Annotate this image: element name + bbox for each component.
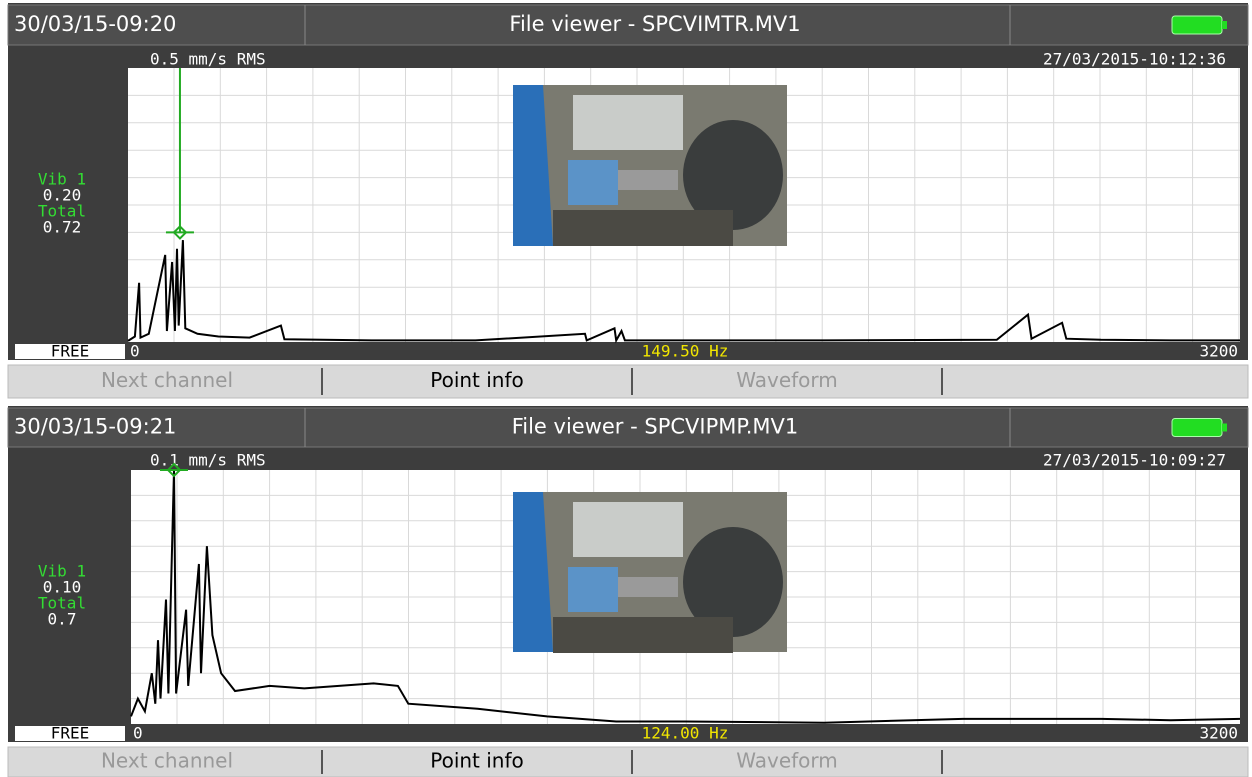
file-title: File viewer - SPCVIPMP.MV1	[512, 415, 799, 439]
softkey-button[interactable]: Waveform	[736, 368, 838, 392]
x-start: 0	[133, 724, 143, 743]
battery-icon	[1172, 419, 1222, 437]
photo-detail	[618, 577, 678, 597]
timestamp: 30/03/15-09:20	[14, 12, 176, 36]
photo-detail	[553, 617, 733, 653]
softkey-button[interactable]: Point info	[430, 749, 524, 773]
photo-detail	[568, 160, 618, 205]
x-end: 3200	[1199, 342, 1238, 361]
battery-tip	[1222, 21, 1227, 29]
battery-tip	[1222, 424, 1227, 432]
screen: 30/03/15-09:20 File viewer - SPCVIMTR.MV1…	[0, 0, 1252, 777]
softkey-button[interactable]: Waveform	[736, 749, 838, 773]
mode: FREE	[51, 724, 90, 743]
record-date: 27/03/2015-10:09:27	[1043, 451, 1226, 470]
softkey-button[interactable]: Point info	[430, 368, 524, 392]
photo-detail	[573, 502, 683, 557]
mode: FREE	[51, 342, 90, 361]
x-end: 3200	[1199, 724, 1238, 743]
cursor-frequency: 149.50 Hz	[642, 342, 729, 361]
x-start: 0	[130, 342, 140, 361]
timestamp: 30/03/15-09:21	[14, 415, 176, 439]
record-date: 27/03/2015-10:12:36	[1043, 50, 1226, 69]
scale-label: 0.1 mm/s RMS	[150, 451, 266, 470]
photo-detail	[618, 170, 678, 190]
photo-detail	[573, 95, 683, 150]
device-panel: 30/03/15-09:20 File viewer - SPCVIMTR.MV1…	[8, 3, 1248, 398]
battery-icon	[1172, 16, 1222, 34]
photo-detail	[553, 210, 733, 246]
softkey-button[interactable]: Next channel	[101, 749, 233, 773]
total-value: 0.72	[43, 218, 82, 237]
cursor-frequency: 124.00 Hz	[642, 724, 729, 743]
device-panel: 30/03/15-09:21 File viewer - SPCVIPMP.MV1…	[8, 406, 1248, 777]
scale-label: 0.5 mm/s RMS	[150, 50, 266, 69]
softkey-button[interactable]: Next channel	[101, 368, 233, 392]
photo-detail	[568, 567, 618, 612]
file-title: File viewer - SPCVIMTR.MV1	[509, 12, 800, 36]
total-value: 0.7	[48, 610, 77, 629]
